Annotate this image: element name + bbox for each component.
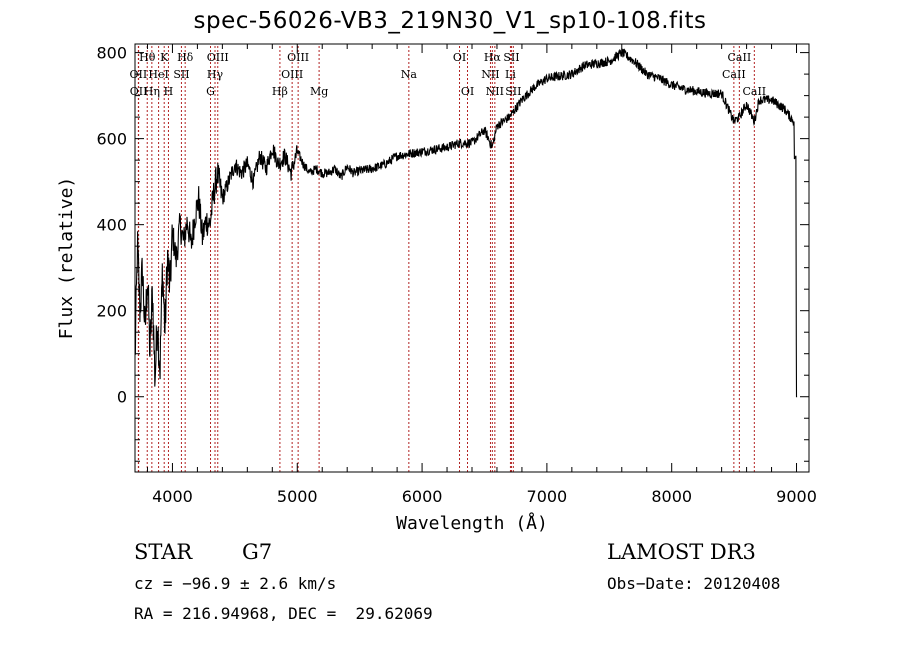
line-marker-label: SII xyxy=(505,85,521,98)
line-marker-label: OI xyxy=(453,51,466,64)
redshift-cz: cz = −96.9 ± 2.6 km/s xyxy=(134,574,337,593)
y-tick-label: 600 xyxy=(96,130,127,149)
line-marker-label: Mg xyxy=(310,85,328,98)
line-marker-label: HeI xyxy=(148,68,168,81)
line-marker-label: Hδ xyxy=(177,51,194,64)
object-subclass: G7 xyxy=(242,540,273,564)
line-marker-label: SII xyxy=(173,68,189,81)
spectrum-line xyxy=(134,48,798,398)
y-axis-label: Flux (relative) xyxy=(56,177,77,340)
plot-frame xyxy=(134,43,810,473)
line-marker-label: OIII xyxy=(207,51,229,64)
x-tick-label: 8000 xyxy=(651,487,692,506)
x-tick-label: 4000 xyxy=(152,487,193,506)
observation-date: Obs−Date: 20120408 xyxy=(607,574,781,593)
line-marker-label: SII xyxy=(503,51,519,64)
x-tick-label: 7000 xyxy=(527,487,568,506)
line-marker-label: K xyxy=(160,51,169,64)
line-marker-label: NII xyxy=(486,85,504,98)
line-marker-label: Hα xyxy=(484,51,502,64)
line-marker-label: NII xyxy=(481,68,499,81)
survey-name: LAMOST DR3 xyxy=(607,540,756,564)
object-class: STAR xyxy=(134,540,193,564)
line-marker-label: OIII xyxy=(287,51,309,64)
line-marker-labels: OIIOIIHθHηHeIKHSIIHδGHγOIIIHβOIIIOIIIMgN… xyxy=(130,51,767,98)
chart-title: spec-56026-VB3_219N30_V1_sp10-108.fits xyxy=(193,8,707,34)
line-marker-label: Li xyxy=(505,68,516,81)
line-marker-label: OII xyxy=(130,85,148,98)
line-marker-label: Hγ xyxy=(207,68,224,81)
line-marker-label: Hη xyxy=(144,85,160,98)
y-tick-label: 800 xyxy=(96,44,127,63)
line-markers xyxy=(137,46,755,472)
x-tick-label: 5000 xyxy=(277,487,318,506)
line-marker-label: Na xyxy=(401,68,418,81)
line-marker-label: OI xyxy=(461,85,474,98)
x-axis: 4000 5000 6000 7000 8000 9000 xyxy=(146,44,817,506)
x-tick-label: 9000 xyxy=(776,487,817,506)
x-tick-label: 6000 xyxy=(402,487,443,506)
y-tick-label: 200 xyxy=(96,302,127,321)
line-marker-label: CaII xyxy=(728,51,752,64)
line-marker-label: CaII xyxy=(742,85,766,98)
line-marker-label: Hβ xyxy=(272,85,288,98)
y-axis: 0 200 400 600 800 xyxy=(96,44,809,462)
x-axis-label: Wavelength (Å) xyxy=(396,512,548,534)
y-tick-label: 0 xyxy=(117,388,127,407)
line-marker-label: Hθ xyxy=(139,51,156,64)
line-marker-label: CaII xyxy=(722,68,746,81)
line-marker-label: H xyxy=(164,85,174,98)
line-marker-label: G xyxy=(206,85,215,98)
y-tick-label: 400 xyxy=(96,216,127,235)
ra-dec: RA = 216.94968, DEC = 29.62069 xyxy=(134,604,433,623)
line-marker-label: OIII xyxy=(281,68,303,81)
